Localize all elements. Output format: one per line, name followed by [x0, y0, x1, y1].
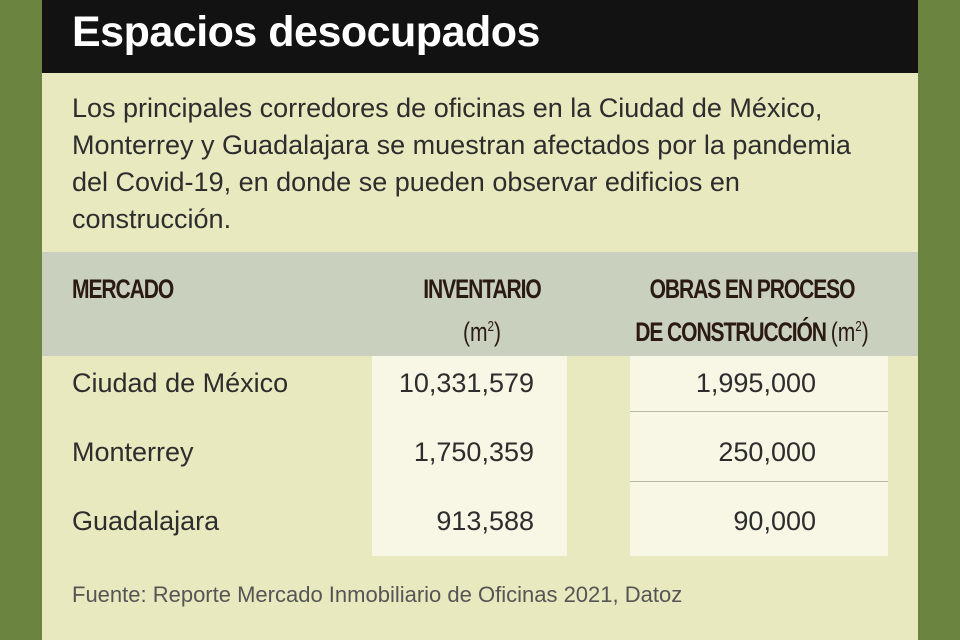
infographic-card: Espacios desocupados Los principales cor… [42, 0, 918, 640]
inventario-column-bg [372, 356, 567, 556]
header-obras-line1: OBRAS EN PROCESO [649, 274, 856, 304]
cell-inventario: 913,588 [436, 506, 534, 536]
cell-mercado: Ciudad de México [72, 368, 289, 398]
header-inventario-label: INVENTARIO [423, 274, 541, 304]
obras-column-bg [630, 356, 888, 556]
header-obras: OBRAS EN PROCESO DE CONSTRUCCIÓN (m2) [602, 270, 902, 351]
source-note: Fuente: Reporte Mercado Inmobiliario de … [72, 582, 683, 607]
cell-obras: 1,995,000 [695, 368, 816, 398]
header-inventario-unit: (m2) [462, 317, 502, 347]
header-mercado: MERCADO [72, 274, 174, 304]
cell-obras: 90,000 [733, 506, 816, 536]
cell-mercado: Guadalajara [72, 506, 220, 536]
row-divider [630, 411, 888, 412]
page-title: Espacios desocupados [72, 8, 540, 56]
cell-inventario: 10,331,579 [398, 368, 534, 398]
cell-inventario: 1,750,359 [413, 437, 534, 467]
intro-paragraph: Los principales corredores de oficinas e… [72, 93, 851, 234]
header-obras-line2: DE CONSTRUCCIÓN (m2) [635, 317, 869, 347]
row-divider [630, 481, 888, 482]
cell-obras: 250,000 [718, 437, 816, 467]
title-bar: Espacios desocupados [42, 0, 918, 73]
cell-mercado: Monterrey [72, 437, 194, 467]
table-header: MERCADO INVENTARIO (m2) OBRAS EN PROCESO… [42, 252, 918, 356]
header-inventario: INVENTARIO (m2) [382, 270, 582, 351]
